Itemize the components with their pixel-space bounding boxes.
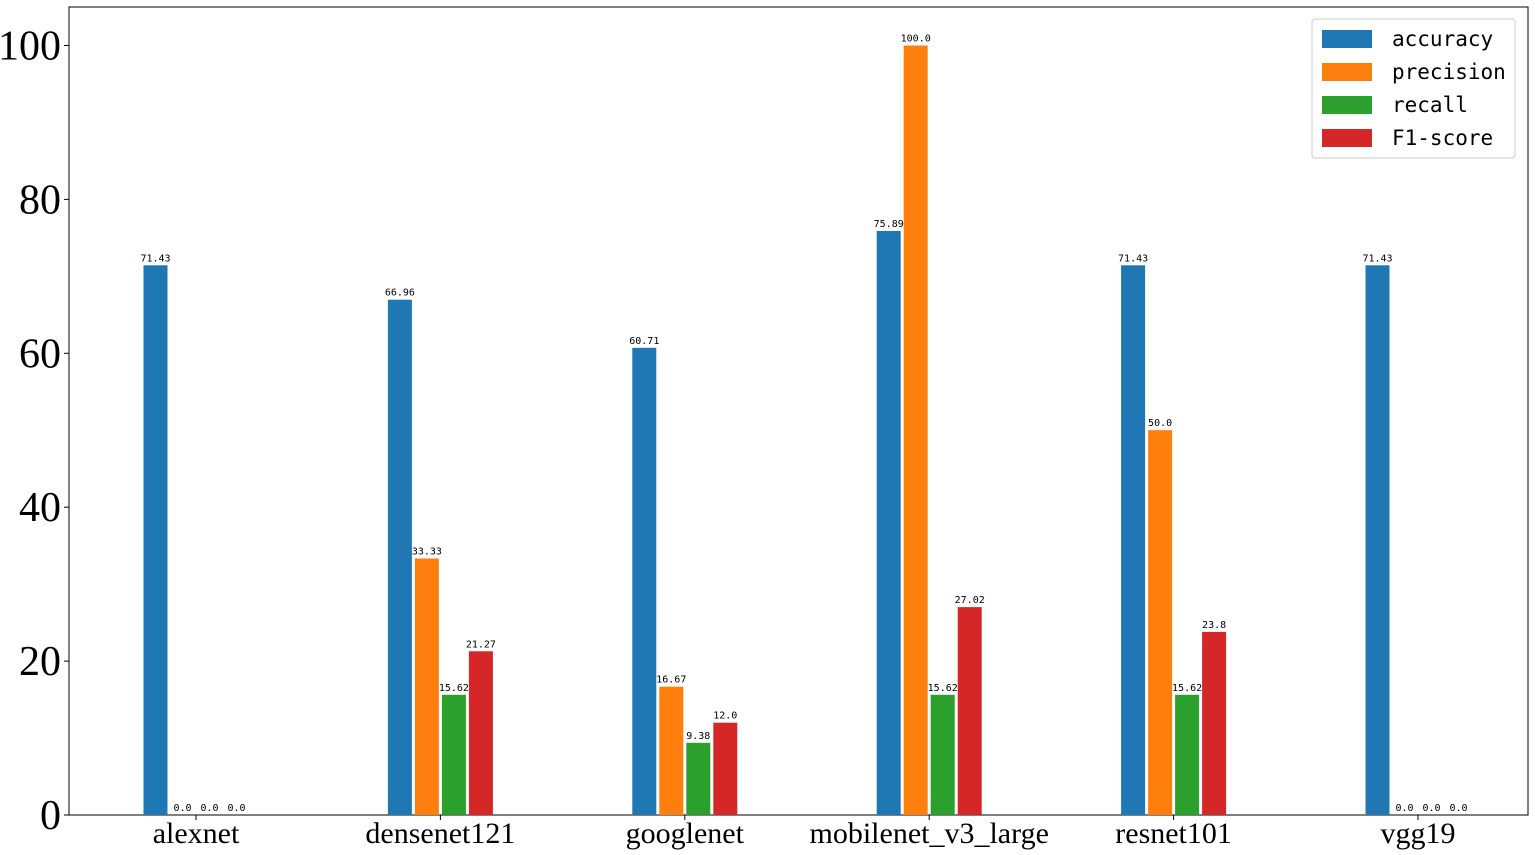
- x-tick-label: densenet121: [365, 817, 515, 850]
- bar-value-label: 50.0: [1148, 418, 1172, 429]
- bar-accuracy-resnet101: [1121, 265, 1146, 815]
- legend-box: [1311, 18, 1516, 159]
- legend-swatch-precision: [1322, 63, 1372, 81]
- x-tick-label: vgg19: [1381, 817, 1456, 850]
- legend-swatch-accuracy: [1322, 30, 1372, 48]
- bar-value-label: 12.0: [713, 711, 737, 722]
- x-tick-label: resnet101: [1115, 817, 1232, 850]
- legend-label-recall: recall: [1392, 93, 1468, 117]
- bar-value-label: 71.43: [140, 253, 170, 264]
- y-tick-label: 0: [40, 793, 61, 839]
- bar-value-label: 9.38: [686, 731, 710, 742]
- bar-f1-score-densenet121: [468, 651, 493, 815]
- y-tick-label: 100: [0, 23, 61, 69]
- bar-recall-resnet101: [1175, 694, 1200, 815]
- bar-value-label: 71.43: [1362, 253, 1392, 264]
- bar-value-label: 15.62: [1172, 683, 1202, 694]
- bar-value-label: 0.0: [227, 803, 245, 814]
- bar-f1-score-resnet101: [1202, 631, 1227, 815]
- x-tick-label: mobilenet_v3_large: [810, 817, 1049, 850]
- bar-value-label: 0.0: [1422, 803, 1440, 814]
- legend-label-f1-score: F1-score: [1392, 126, 1493, 150]
- bar-precision-densenet121: [414, 558, 439, 815]
- bar-accuracy-mobilenet_v3_large: [876, 231, 901, 815]
- bar-precision-resnet101: [1148, 430, 1173, 815]
- legend-swatch-recall: [1322, 96, 1372, 114]
- y-axis: 0 20 40 60 80 100: [0, 23, 69, 839]
- bar-value-label: 15.62: [439, 683, 469, 694]
- bars-layer: [143, 45, 1390, 815]
- bar-value-label: 0.0: [1449, 803, 1467, 814]
- bar-f1-score-mobilenet_v3_large: [957, 607, 982, 815]
- bar-f1-score-googlenet: [713, 722, 738, 815]
- bar-precision-mobilenet_v3_large: [903, 45, 928, 815]
- bar-value-label: 66.96: [385, 288, 415, 299]
- bar-value-label: 23.8: [1202, 620, 1226, 631]
- bar-value-label: 71.43: [1118, 253, 1148, 264]
- y-tick-label: 60: [19, 331, 61, 377]
- bar-recall-googlenet: [686, 742, 711, 815]
- bar-accuracy-googlenet: [632, 347, 657, 815]
- bar-value-label: 0.0: [173, 803, 191, 814]
- legend-label-precision: precision: [1392, 60, 1506, 84]
- bar-value-label: 15.62: [928, 683, 958, 694]
- x-tick-label: googlenet: [626, 817, 745, 850]
- bar-value-label: 16.67: [656, 675, 686, 686]
- legend-label-accuracy: accuracy: [1392, 27, 1493, 51]
- bar-value-label: 100.0: [901, 34, 931, 45]
- y-tick-label: 40: [19, 485, 61, 531]
- bar-value-labels: 71.43 0.0 0.0 0.0 66.96 33.33 15.62 21.27 60.71 1…: [140, 34, 1467, 815]
- x-axis: alexnet densenet121 googlenet mobilenet_v3_…: [153, 815, 1456, 850]
- y-tick-label: 80: [19, 177, 61, 223]
- bar-accuracy-vgg19: [1365, 265, 1390, 815]
- legend-swatch-f1-score: [1322, 129, 1372, 147]
- bar-recall-densenet121: [441, 694, 466, 815]
- legend: accuracy precision recall F1-score: [1311, 18, 1516, 159]
- bar-value-label: 21.27: [466, 639, 496, 650]
- bar-value-label: 75.89: [874, 219, 904, 230]
- bar-recall-mobilenet_v3_large: [930, 694, 955, 815]
- plot-area-frame: [68, 6, 1529, 816]
- bar-value-label: 0.0: [200, 803, 218, 814]
- bar-value-label: 60.71: [629, 336, 659, 347]
- bar-value-label: 27.02: [955, 595, 985, 606]
- bar-value-label: 0.0: [1395, 803, 1413, 814]
- bar-accuracy-densenet121: [387, 299, 412, 815]
- bar-value-label: 33.33: [412, 547, 442, 558]
- y-tick-label: 20: [19, 639, 61, 685]
- x-tick-label: alexnet: [153, 817, 240, 850]
- bar-accuracy-alexnet: [143, 265, 168, 815]
- bar-precision-googlenet: [659, 686, 684, 815]
